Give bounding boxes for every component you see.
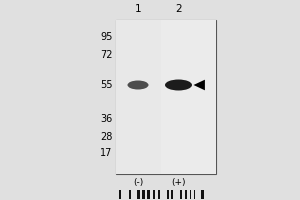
Text: 36: 36 xyxy=(100,114,112,124)
Bar xyxy=(184,190,187,199)
Bar xyxy=(116,20,216,174)
Bar xyxy=(194,190,195,199)
Bar xyxy=(116,20,161,174)
Bar xyxy=(153,190,155,199)
Bar xyxy=(190,190,191,199)
Bar xyxy=(161,20,216,174)
Bar xyxy=(129,190,131,199)
Bar xyxy=(158,190,160,199)
Text: (-): (-) xyxy=(133,178,143,188)
Polygon shape xyxy=(194,80,205,90)
Bar xyxy=(119,190,122,199)
Bar xyxy=(201,190,204,199)
Text: 28: 28 xyxy=(100,132,112,142)
Text: 72: 72 xyxy=(100,50,112,60)
Text: 2: 2 xyxy=(175,4,182,14)
Text: 1: 1 xyxy=(135,4,141,14)
Bar xyxy=(180,190,182,199)
Bar xyxy=(147,190,150,199)
Ellipse shape xyxy=(128,81,148,90)
Ellipse shape xyxy=(165,80,192,90)
Bar xyxy=(142,190,145,199)
Text: 55: 55 xyxy=(100,80,112,90)
Text: (+): (+) xyxy=(171,178,186,188)
Bar xyxy=(137,190,140,199)
Text: 95: 95 xyxy=(100,32,112,42)
Bar xyxy=(167,190,169,199)
Text: 17: 17 xyxy=(100,148,112,158)
Bar xyxy=(171,190,173,199)
